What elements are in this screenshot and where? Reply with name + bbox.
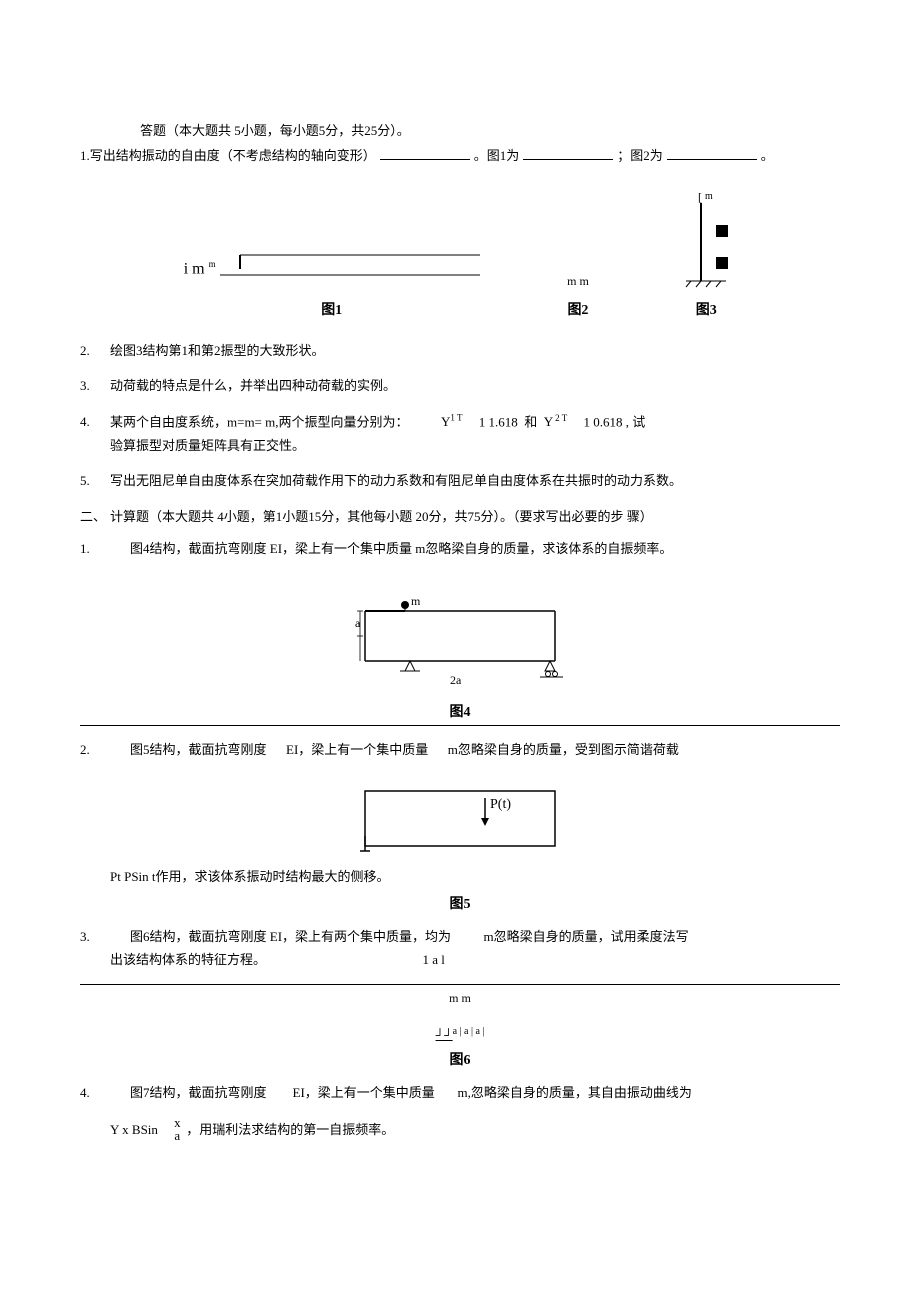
- problem-4: 4. 图7结构，截面抗弯刚度 EI，梁上有一个集中质量 m,忽略梁自身的质量，其…: [80, 1081, 840, 1104]
- question-1: 1.写出结构振动的自由度（不考虑结构的轴向变形） 。图1为 ；图2为 。: [80, 145, 840, 164]
- problem-3: 3. 图6结构，截面抗弯刚度 EI，梁上有两个集中质量，均为 m忽略梁自身的质量…: [80, 925, 840, 972]
- fig3-svg: [ m: [676, 189, 736, 289]
- sec2-num: 二、: [80, 506, 110, 525]
- q4-y1: Y1 T: [441, 414, 462, 429]
- fig4-svg: m a 2a: [355, 591, 565, 691]
- p4-eq-tail: ，用瑞利法求结构的第一自振频率。: [186, 1118, 394, 1141]
- q4-y2: Y2 T: [544, 414, 567, 429]
- section1-header: 答题（本大题共 5小题，每小题5分，共25分）。: [80, 120, 840, 139]
- svg-text:2a: 2a: [450, 673, 462, 687]
- fig3-caption: 图3: [696, 299, 717, 319]
- q4-tail: , 试: [626, 414, 646, 429]
- fig1-svg: [220, 249, 480, 289]
- fig2-caption: 图2: [567, 299, 588, 319]
- blank-3: [667, 146, 757, 160]
- question-2: 2. 绘图3结构第1和第2振型的大致形状。: [80, 339, 840, 362]
- blank-1: [380, 146, 470, 160]
- fig6-mm: m m: [80, 991, 840, 1006]
- p4-frac-bot: a: [172, 1129, 182, 1142]
- svg-text:m: m: [705, 191, 713, 202]
- q4-and: 和: [524, 414, 537, 429]
- q1-mid2: ；图2为: [617, 145, 663, 164]
- p2-c: m忽略梁自身的质量，受到图示简谐荷载: [448, 742, 679, 757]
- question-4: 4. 某两个自由度系统，m=m= m,两个振型向量分别为： Y1 T 1 1.6…: [80, 410, 840, 457]
- p3-num: 3.: [80, 925, 110, 948]
- p2-b: EI，梁上有一个集中质量: [286, 742, 428, 757]
- p2-a: 图5结构，截面抗弯刚度: [130, 742, 267, 757]
- q5-num: 5.: [80, 469, 110, 492]
- p3-b: m忽略梁自身的质量，试用柔度法写: [484, 929, 689, 944]
- svg-text:P(t): P(t): [490, 797, 511, 812]
- q5-text: 写出无阻尼单自由度体系在突加荷载作用下的动力系数和有阻尼单自由度体系在共振时的动…: [110, 469, 840, 492]
- p2-body: 图5结构，截面抗弯刚度 EI，梁上有一个集中质量 m忽略梁自身的质量，受到图示简…: [110, 738, 840, 761]
- q1-mid1: 。图1为: [474, 145, 520, 164]
- p4-eq-body: Y x BSin x a ，用瑞利法求结构的第一自振频率。: [110, 1116, 840, 1142]
- q3-num: 3.: [80, 374, 110, 397]
- figure-3: [ m 图3: [676, 189, 736, 319]
- p1-num: 1.: [80, 537, 110, 560]
- p4-eq-y: Y x BSin: [110, 1118, 158, 1141]
- section2-header: 二、 计算题（本大题共 4小题，第1小题15分，其他每小题 20分，共75分）。…: [80, 506, 840, 525]
- fig4-divider: [80, 725, 840, 726]
- fig5-svg: P(t): [355, 786, 565, 856]
- fig1-content: i m m: [184, 249, 480, 289]
- q2-text: 绘图3结构第1和第2振型的大致形状。: [110, 339, 840, 362]
- q3-text: 动荷载的特点是什么，并举出四种动荷载的实例。: [110, 374, 840, 397]
- p2-num: 2.: [80, 738, 110, 761]
- q4-vec1: 1 1.618: [479, 414, 518, 429]
- p4-a: 图7结构，截面抗弯刚度: [130, 1085, 267, 1100]
- p3-line2: 出该结构体系的特征方程。: [110, 952, 266, 967]
- fig6-divider: [80, 984, 840, 985]
- fig6-dim-bot: ┘┘a | a | a |: [80, 1026, 840, 1043]
- q1-end: 。: [761, 145, 774, 164]
- p4-body: 图7结构，截面抗弯刚度 EI，梁上有一个集中质量 m,忽略梁自身的质量，其自由振…: [110, 1081, 840, 1104]
- figure-5: P(t): [80, 786, 840, 856]
- figure-4: m a 2a: [80, 591, 840, 691]
- q4-prefix: 某两个自由度系统，m=m= m,两个振型向量分别为：: [110, 414, 409, 429]
- question-3: 3. 动荷载的特点是什么，并举出四种动荷载的实例。: [80, 374, 840, 397]
- problem-2: 2. 图5结构，截面抗弯刚度 EI，梁上有一个集中质量 m忽略梁自身的质量，受到…: [80, 738, 840, 761]
- p3-a: 图6结构，截面抗弯刚度 EI，梁上有两个集中质量，均为: [130, 929, 451, 944]
- p4-c: m,忽略梁自身的质量，其自由振动曲线为: [458, 1085, 692, 1100]
- fig1-caption: 图1: [321, 299, 342, 319]
- sec2-text: 计算题（本大题共 4小题，第1小题15分，其他每小题 20分，共75分）。（要求…: [110, 506, 653, 525]
- q4-vec2: 1 0.618: [583, 414, 622, 429]
- fig5-caption: 图5: [80, 893, 840, 913]
- question-5: 5. 写出无阻尼单自由度体系在突加荷载作用下的动力系数和有阻尼单自由度体系在共振…: [80, 469, 840, 492]
- q4-line2: 验算振型对质量矩阵具有正交性。: [110, 438, 305, 453]
- q2-num: 2.: [80, 339, 110, 362]
- problem-1: 1. 图4结构，截面抗弯刚度 EI，梁上有一个集中质量 m忽略梁自身的质量，求该…: [80, 537, 840, 560]
- p1-text: 图4结构，截面抗弯刚度 EI，梁上有一个集中质量 m忽略梁自身的质量，求该体系的…: [110, 537, 840, 560]
- p3-dim-top: 1 a l: [423, 952, 445, 967]
- figure-1: i m m 图1: [184, 249, 480, 319]
- problem-4-eq: Y x BSin x a ，用瑞利法求结构的第一自振频率。: [80, 1116, 840, 1142]
- fig2-label: m m: [567, 274, 589, 289]
- blank-2: [523, 146, 613, 160]
- q1-prefix: 1.写出结构振动的自由度（不考虑结构的轴向变形）: [80, 145, 376, 164]
- fig1-left-label: i m m: [184, 259, 216, 278]
- p3-body: 图6结构，截面抗弯刚度 EI，梁上有两个集中质量，均为 m忽略梁自身的质量，试用…: [110, 925, 840, 972]
- p2-line2: Pt PSin t作用，求该体系振动时结构最大的侧移。: [80, 866, 840, 885]
- fig6-caption: 图6: [80, 1049, 840, 1069]
- q4-body: 某两个自由度系统，m=m= m,两个振型向量分别为： Y1 T 1 1.618 …: [110, 410, 840, 457]
- p4-b: EI，梁上有一个集中质量: [293, 1085, 435, 1100]
- q4-num: 4.: [80, 410, 110, 433]
- fig4-caption: 图4: [80, 701, 840, 721]
- figure-2: m m 图2: [567, 274, 589, 319]
- figures-row: i m m 图1 m m 图2 [ m 图3: [80, 189, 840, 319]
- p4-num: 4.: [80, 1081, 110, 1104]
- svg-text:m: m: [411, 594, 421, 608]
- p4-fraction: x a: [172, 1116, 182, 1142]
- svg-text:[: [: [698, 190, 702, 204]
